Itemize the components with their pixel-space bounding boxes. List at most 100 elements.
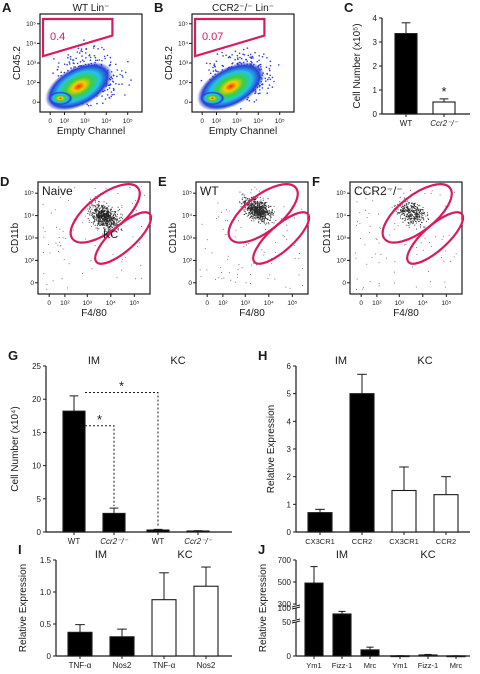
event-dot xyxy=(427,217,429,219)
event-dot xyxy=(260,210,262,212)
bar xyxy=(151,599,177,657)
event-dot xyxy=(100,211,101,213)
event-dot xyxy=(108,87,111,89)
event-dot xyxy=(91,211,93,213)
event-dot xyxy=(94,209,96,211)
y-tick-label: 1 xyxy=(287,500,292,509)
event-dot xyxy=(365,191,367,193)
event-dot xyxy=(263,222,265,224)
event-dot xyxy=(283,206,285,208)
event-dot xyxy=(108,215,110,217)
event-dot xyxy=(254,218,256,220)
event-dot xyxy=(409,208,411,211)
event-dot xyxy=(244,200,246,202)
event-dot xyxy=(378,213,379,215)
event-dot xyxy=(98,212,100,214)
event-dot xyxy=(393,228,395,230)
event-dot xyxy=(416,209,418,211)
event-dot xyxy=(105,231,107,233)
event-dot xyxy=(106,94,109,96)
event-dot xyxy=(265,201,267,204)
event-dot xyxy=(258,203,260,205)
event-dot xyxy=(414,207,416,209)
event-dot xyxy=(258,205,260,207)
event-dot xyxy=(118,83,120,86)
x-axis-label: F4/80 xyxy=(393,308,419,319)
event-dot xyxy=(272,214,274,216)
y-tick-label: 10⁴ xyxy=(26,40,36,47)
event-dot xyxy=(96,210,99,212)
axis-break-mark xyxy=(291,618,301,622)
y-tick-label: 4 xyxy=(287,417,292,426)
event-dot xyxy=(130,79,132,81)
event-dot xyxy=(378,262,380,264)
event-dot xyxy=(424,193,426,194)
event-dot xyxy=(268,206,270,208)
event-dot xyxy=(416,212,418,215)
event-dot xyxy=(90,210,92,212)
event-dot xyxy=(54,209,56,211)
event-dot xyxy=(255,213,257,215)
y-tick-label: 0 xyxy=(30,280,34,287)
event-dot xyxy=(128,84,130,86)
event-dot xyxy=(418,212,420,214)
x-tick-label: Fizz-1 xyxy=(332,661,352,670)
event-dot xyxy=(404,220,406,222)
y-tick-label: 300 xyxy=(278,600,292,609)
event-dot xyxy=(259,201,262,204)
event-dot xyxy=(109,217,111,219)
y-tick-label: 3 xyxy=(287,445,292,454)
event-dot xyxy=(270,214,272,216)
event-dot xyxy=(113,225,115,227)
event-dot xyxy=(253,216,255,218)
event-dot xyxy=(251,212,253,215)
event-dot xyxy=(112,214,115,216)
event-dot xyxy=(249,213,251,215)
event-dot xyxy=(286,238,288,240)
event-dot xyxy=(100,215,102,217)
event-dot xyxy=(141,226,143,228)
y-tick-label: 10⁴ xyxy=(178,40,188,47)
event-dot xyxy=(88,221,90,223)
event-dot xyxy=(394,205,396,207)
event-dot xyxy=(110,228,112,230)
event-dot xyxy=(259,207,261,209)
event-dot xyxy=(269,69,271,72)
event-dot xyxy=(213,64,215,67)
event-dot xyxy=(99,204,101,206)
event-dot xyxy=(269,65,272,67)
event-dot xyxy=(101,211,103,213)
event-dot xyxy=(403,217,405,219)
event-dot xyxy=(101,219,104,221)
bar xyxy=(360,649,380,657)
event-dot xyxy=(420,242,422,244)
event-dot xyxy=(240,206,242,208)
event-dot xyxy=(57,66,59,68)
event-dot xyxy=(266,92,269,94)
event-dot xyxy=(410,210,412,212)
event-dot xyxy=(102,207,104,209)
event-dot xyxy=(412,266,414,268)
event-dot xyxy=(261,218,263,220)
event-dot xyxy=(139,242,141,244)
event-dot xyxy=(251,220,253,222)
event-dot xyxy=(110,208,113,210)
y-tick-label: 50 xyxy=(282,618,291,627)
event-dot xyxy=(113,89,115,91)
event-dot xyxy=(264,211,266,213)
event-dot xyxy=(252,213,254,216)
event-dot xyxy=(110,215,112,217)
bar xyxy=(307,512,333,533)
event-dot xyxy=(94,204,96,206)
event-dot xyxy=(68,61,71,63)
event-dot xyxy=(206,239,208,241)
event-dot xyxy=(121,204,123,206)
event-dot xyxy=(248,205,250,207)
y-axis-label: Cell Number (x10⁴) xyxy=(10,406,21,491)
event-dot xyxy=(423,226,425,228)
bar xyxy=(62,410,86,533)
y-tick-label: 0 xyxy=(287,652,292,661)
event-dot xyxy=(364,244,366,246)
event-dot xyxy=(116,218,118,220)
